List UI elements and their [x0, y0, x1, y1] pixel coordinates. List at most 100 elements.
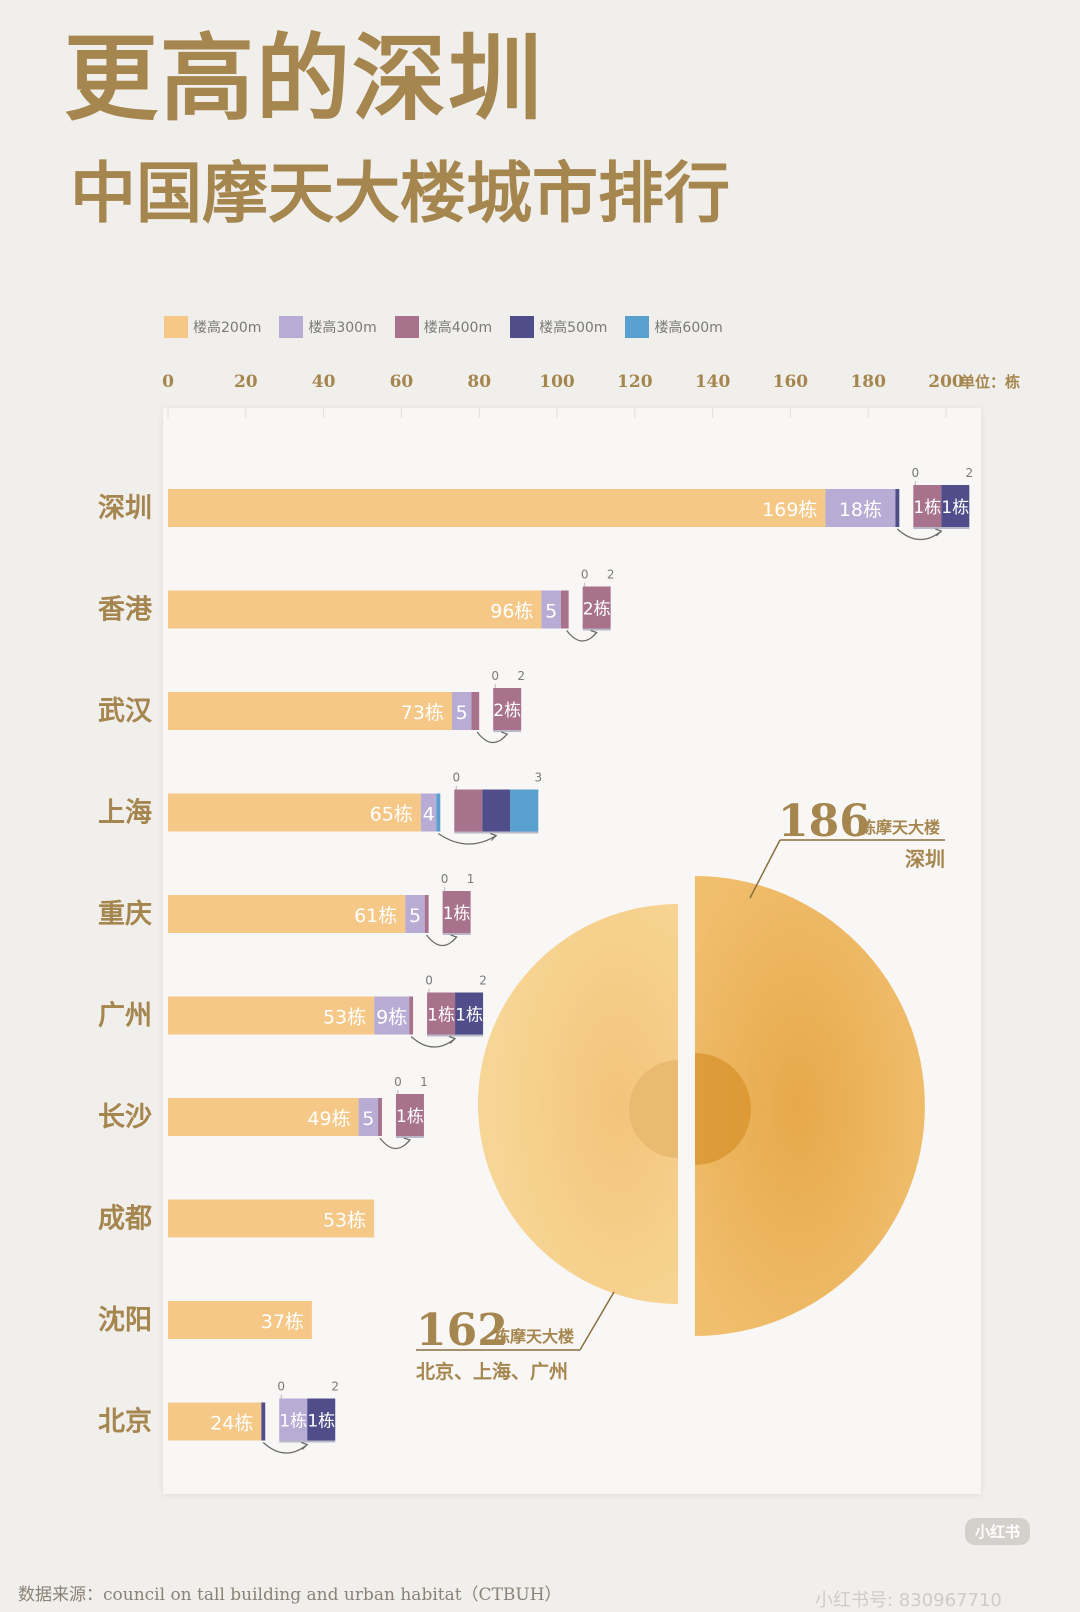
zoom-min-label: 0	[911, 466, 919, 480]
zoom-callout-arrow	[437, 833, 497, 845]
bar-segment	[405, 895, 425, 933]
bar-value-label: 61栋	[354, 905, 397, 927]
legend-label-600m: 楼高600m	[654, 320, 723, 336]
zoom-segment	[279, 1398, 308, 1441]
zoom-segment	[482, 789, 511, 832]
bar-segment	[825, 489, 896, 527]
zoom-value-label: 1栋	[941, 498, 969, 518]
legend-item-200m: 楼高200m	[164, 316, 261, 338]
zoom-segment	[442, 891, 471, 933]
x-tick-label: 200	[928, 372, 964, 392]
city-label: 沈阳	[98, 1305, 152, 1336]
zoom-callout-arrowhead	[450, 934, 458, 943]
legend-swatch-400m	[394, 316, 419, 338]
zoom-segment	[941, 485, 970, 527]
bar-segment	[374, 996, 410, 1035]
zoom-value-label: 1栋	[396, 1107, 424, 1127]
zoom-max-label: 2	[607, 568, 615, 582]
bar-segment	[168, 1199, 375, 1238]
bar-segment	[420, 793, 437, 832]
others-total-value: 162	[416, 1305, 508, 1356]
bar-value-label: 5	[409, 905, 421, 927]
bar-segment	[424, 895, 429, 933]
zoom-value-label: 1栋	[307, 1412, 335, 1432]
zoom-value-label: 1栋	[913, 498, 941, 518]
bar-segment	[168, 1301, 312, 1339]
zoom-segment	[307, 1398, 336, 1441]
legend-swatch-200m	[164, 316, 188, 338]
bar-value-label: 24栋	[210, 1413, 253, 1435]
zoom-max-label: 3	[534, 771, 542, 785]
bar-segment	[168, 1098, 359, 1136]
city-label: 成都	[98, 1204, 152, 1235]
zoom-max-label: 2	[965, 466, 973, 480]
bar-value-label: 4	[423, 804, 435, 826]
shenzhen-total-value: 186	[778, 796, 870, 847]
zoom-segment	[454, 789, 483, 832]
legend-item-400m: 楼高400m	[394, 316, 492, 338]
page-subtitle: 中国摩天大楼城市排行	[70, 154, 730, 232]
bar-segment	[168, 895, 406, 933]
x-tick-label: 140	[695, 372, 731, 392]
zoom-callout-arrowhead	[590, 629, 598, 638]
bar-segment	[436, 793, 441, 832]
zoom-callout-arrowhead	[403, 1137, 412, 1146]
city-label: 武汉	[98, 696, 153, 727]
bar-segment	[168, 590, 542, 629]
zoom-min-label: 0	[491, 669, 499, 683]
zoom-segment	[395, 1094, 424, 1136]
bar-segment	[541, 590, 561, 629]
city-label: 长沙	[98, 1102, 152, 1133]
bar-value-label: 37栋	[261, 1311, 304, 1333]
city-label: 北京	[98, 1406, 152, 1438]
legend-item-500m: 楼高500m	[510, 316, 607, 338]
zoom-max-label: 2	[331, 1380, 339, 1394]
semicircle-others	[478, 904, 678, 1304]
zoom-value-label: 1栋	[279, 1412, 307, 1432]
zoom-callout-arrow	[262, 1442, 308, 1454]
page-title: 更高的深圳	[64, 24, 545, 134]
bar-segment	[168, 996, 375, 1035]
city-label: 广州	[98, 1001, 152, 1032]
legend-swatch-600m	[625, 316, 650, 338]
legend-label-300m: 楼高300m	[308, 320, 377, 336]
zoom-min-label: 0	[452, 771, 460, 785]
zoom-segment	[582, 586, 611, 629]
zoom-callout-arrow	[410, 1036, 456, 1048]
semicircle-shenzhen-core	[695, 1053, 751, 1165]
bar-value-label: 65栋	[370, 804, 413, 826]
zoom-segment	[455, 992, 484, 1035]
zoom-callout-arrowhead	[490, 832, 498, 841]
bar-segment	[358, 1098, 379, 1136]
x-tick-label: 80	[467, 372, 491, 392]
x-tick-label: 120	[617, 372, 653, 392]
city-label: 重庆	[98, 898, 152, 930]
legend-item-300m: 楼高300m	[279, 316, 377, 338]
zoom-callout-arrowhead	[448, 1035, 457, 1044]
zoom-value-label: 1栋	[443, 904, 471, 924]
zoom-segment	[493, 688, 522, 730]
bar-value-label: 53栋	[323, 1007, 366, 1029]
bar-segment	[168, 793, 421, 832]
zoom-max-label: 1	[420, 1075, 428, 1089]
bar-value-label: 96栋	[490, 601, 533, 623]
zoom-callout-arrowhead	[501, 731, 509, 740]
bar-value-label: 73栋	[401, 702, 444, 724]
zoom-min-label: 0	[441, 872, 449, 886]
bar-value-label: 49栋	[307, 1108, 350, 1130]
semicircle-others-core	[629, 1060, 678, 1158]
bar-value-label: 5	[545, 601, 557, 623]
bar-value-label: 5	[362, 1108, 374, 1130]
zoom-min-label: 0	[425, 974, 433, 988]
bar-value-label: 53栋	[323, 1210, 366, 1232]
shenzhen-total-unit: 栋摩天大楼	[860, 818, 940, 837]
legend-label-200m: 楼高200m	[193, 320, 262, 336]
city-label: 上海	[98, 798, 152, 829]
bar-value-label: 5	[456, 702, 468, 724]
legend-item-600m: 楼高600m	[625, 316, 723, 338]
bar-segment	[451, 692, 472, 730]
zoom-segment	[427, 992, 456, 1035]
bar-segment	[168, 489, 826, 527]
zoom-min-label: 0	[581, 568, 589, 582]
